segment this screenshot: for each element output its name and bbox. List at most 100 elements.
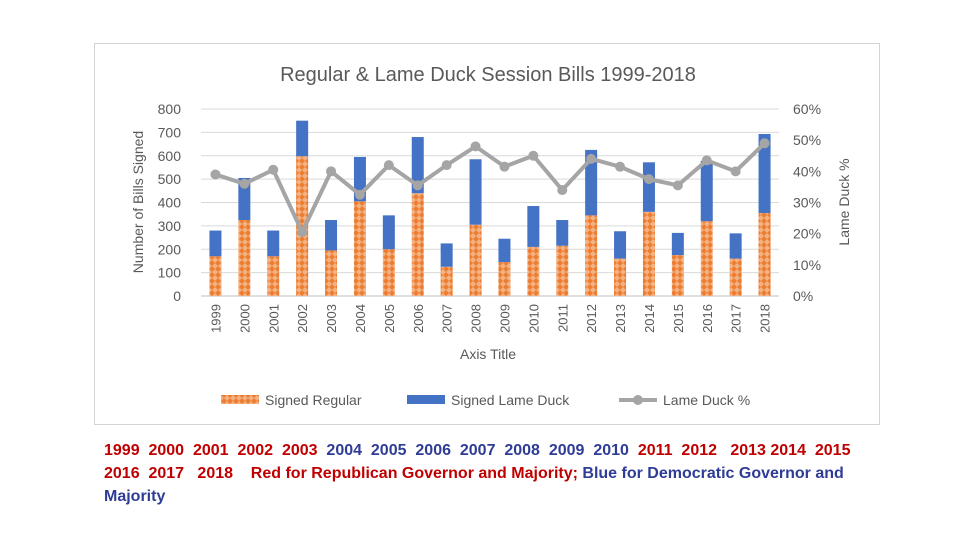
point-lame-duck-pct xyxy=(672,180,683,191)
y2-tick-label: 10% xyxy=(793,257,821,273)
bar-signed-lame-duck xyxy=(642,162,655,212)
bar-signed-regular xyxy=(382,249,395,296)
legend-label-lame-duck-pct: Lame Duck % xyxy=(663,392,750,408)
point-lame-duck-pct xyxy=(239,178,250,189)
bar-signed-lame-duck xyxy=(556,220,569,246)
x-tick-label: 1999 xyxy=(208,304,223,333)
x-tick-label: 2000 xyxy=(237,304,252,333)
bar-signed-lame-duck xyxy=(614,231,627,259)
point-lame-duck-pct xyxy=(586,153,597,164)
x-tick-label: 2005 xyxy=(382,304,397,333)
y2-tick-label: 0% xyxy=(793,288,813,304)
x-tick-label: 2015 xyxy=(671,304,686,333)
x-tick-label: 2018 xyxy=(758,304,773,333)
bar-signed-lame-duck xyxy=(758,134,771,214)
caption-years-blue: 2004 2005 2006 2007 2008 2009 2010 xyxy=(326,442,638,459)
point-lame-duck-pct xyxy=(470,141,481,152)
y-tick-label: 100 xyxy=(158,265,182,281)
bar-signed-regular xyxy=(671,255,684,296)
x-tick-label: 2013 xyxy=(613,304,628,333)
legend-label-signed-regular: Signed Regular xyxy=(265,392,362,408)
x-axis-title: Axis Title xyxy=(460,346,516,362)
y2-tick-label: 40% xyxy=(793,163,821,179)
bar-signed-lame-duck xyxy=(382,215,395,250)
legend-swatch-signed-lame-duck xyxy=(407,395,445,404)
caption-years-red-1: 1999 2000 2001 2002 2003 xyxy=(104,442,327,459)
point-lame-duck-pct xyxy=(210,169,221,180)
caption: 1999 2000 2001 2002 2003 2004 2005 2006 … xyxy=(104,439,864,508)
bar-signed-regular xyxy=(238,220,251,296)
point-lame-duck-pct xyxy=(730,166,741,177)
chart-frame: Regular & Lame Duck Session Bills 1999-2… xyxy=(94,43,880,425)
bar-signed-lame-duck xyxy=(469,159,482,225)
point-lame-duck-pct xyxy=(528,150,539,161)
point-lame-duck-pct xyxy=(615,161,626,172)
y-tick-label: 0 xyxy=(173,288,181,304)
y2-axis-title: Lame Duck % xyxy=(836,158,852,245)
x-tick-label: 2017 xyxy=(729,304,744,333)
bar-signed-regular xyxy=(729,258,742,296)
point-lame-duck-pct xyxy=(759,138,770,149)
point-lame-duck-pct xyxy=(557,185,568,196)
bar-signed-regular xyxy=(642,211,655,296)
bar-signed-regular xyxy=(411,193,424,296)
x-tick-label: 2010 xyxy=(526,304,541,333)
bar-signed-regular xyxy=(440,266,453,296)
bar-signed-lame-duck xyxy=(238,177,251,221)
bar-signed-regular xyxy=(556,245,569,296)
bar-signed-lame-duck xyxy=(527,206,540,247)
y2-tick-label: 30% xyxy=(793,195,821,211)
y2-tick-label: 50% xyxy=(793,132,821,148)
bar-signed-lame-duck xyxy=(498,238,511,263)
legend-swatch-signed-regular xyxy=(221,395,259,404)
y-tick-label: 300 xyxy=(158,218,182,234)
bar-signed-regular xyxy=(296,156,309,296)
x-tick-label: 2009 xyxy=(497,304,512,333)
x-tick-label: 2002 xyxy=(295,304,310,333)
bar-signed-lame-duck xyxy=(411,137,424,194)
x-tick-label: 2004 xyxy=(353,304,368,333)
bar-signed-lame-duck xyxy=(296,120,309,157)
x-tick-label: 2001 xyxy=(266,304,281,333)
point-lame-duck-pct xyxy=(297,227,308,238)
bar-signed-regular xyxy=(498,262,511,296)
point-lame-duck-pct xyxy=(643,174,654,185)
bar-signed-lame-duck xyxy=(267,230,280,257)
x-tick-label: 2014 xyxy=(642,304,657,333)
chart-svg: Regular & Lame Duck Session Bills 1999-2… xyxy=(130,64,852,408)
bar-signed-regular xyxy=(469,224,482,296)
legend-marker-lame-duck-pct xyxy=(633,395,643,405)
bar-signed-regular xyxy=(585,215,598,296)
y2-tick-label: 20% xyxy=(793,226,821,242)
point-lame-duck-pct xyxy=(326,166,337,177)
legend-label-signed-lame-duck: Signed Lame Duck xyxy=(451,392,570,408)
x-tick-label: 2008 xyxy=(469,304,484,333)
bar-signed-lame-duck xyxy=(729,233,742,259)
x-tick-label: 2012 xyxy=(584,304,599,333)
bar-signed-lame-duck xyxy=(671,232,684,256)
caption-democratic-note: Blue for Democratic Governor and Majorit… xyxy=(104,465,849,505)
x-tick-label: 2016 xyxy=(700,304,715,333)
bar-signed-regular xyxy=(527,246,540,296)
bar-signed-lame-duck xyxy=(440,243,453,267)
point-lame-duck-pct xyxy=(383,160,394,171)
y-tick-label: 400 xyxy=(158,195,182,211)
x-tick-label: 2006 xyxy=(411,304,426,333)
point-lame-duck-pct xyxy=(412,180,423,191)
y-tick-label: 500 xyxy=(158,171,182,187)
bar-signed-lame-duck xyxy=(209,230,222,257)
point-lame-duck-pct xyxy=(441,160,452,171)
y-axis-title: Number of Bills Signed xyxy=(130,131,146,273)
bar-signed-regular xyxy=(353,201,366,296)
x-tick-label: 2011 xyxy=(555,304,570,332)
y-tick-label: 800 xyxy=(158,101,182,117)
bar-signed-regular xyxy=(614,258,627,296)
bar-signed-regular xyxy=(325,250,338,296)
y2-tick-label: 60% xyxy=(793,101,821,117)
point-lame-duck-pct xyxy=(701,155,712,166)
bar-signed-regular xyxy=(758,213,771,296)
point-lame-duck-pct xyxy=(354,189,365,200)
bar-signed-lame-duck xyxy=(585,149,598,216)
bar-signed-regular xyxy=(209,256,222,296)
chart-title: Regular & Lame Duck Session Bills 1999-2… xyxy=(280,64,696,86)
